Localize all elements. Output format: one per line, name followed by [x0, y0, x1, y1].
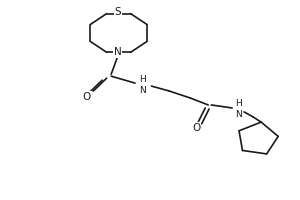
Text: H
N: H N — [139, 75, 146, 95]
Text: O: O — [82, 92, 91, 102]
Text: S: S — [114, 7, 121, 17]
Text: H
N: H N — [235, 99, 242, 119]
Text: N: N — [114, 47, 122, 57]
Text: O: O — [192, 123, 200, 133]
